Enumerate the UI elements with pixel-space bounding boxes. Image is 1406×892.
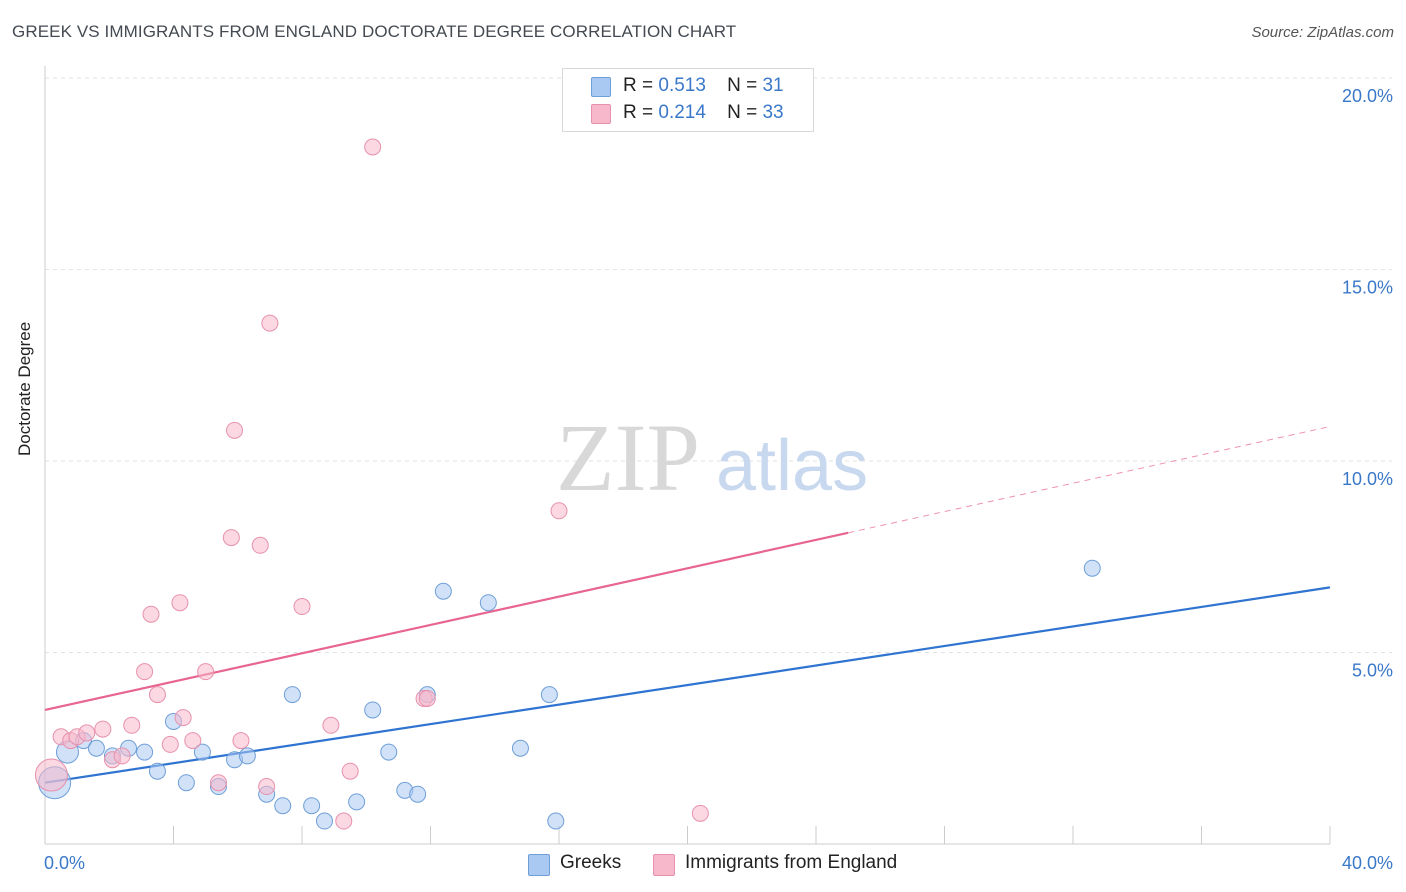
x-tick-labels: 0.0% 40.0%: [44, 853, 1393, 873]
legend-swatch-england: [591, 104, 611, 124]
data-point: [94, 720, 112, 738]
y-tick-label: 5.0%: [1352, 661, 1393, 681]
data-point: [222, 529, 240, 547]
legend-n-label: N =: [727, 75, 758, 96]
data-point: [364, 701, 382, 719]
data-point: [409, 785, 427, 803]
data-point: [209, 774, 227, 792]
data-point: [87, 739, 105, 757]
data-point: [78, 724, 96, 742]
data-point: [171, 594, 189, 612]
y-tick-label: 20.0%: [1342, 86, 1393, 106]
trend-lines: [44, 426, 1331, 784]
bottom-legend-swatch-greeks: [528, 854, 550, 876]
y-axis-title: Doctorate Degree: [15, 321, 34, 456]
bottom-legend-swatch-england: [653, 854, 675, 876]
data-point: [238, 747, 256, 765]
trend-line: [44, 586, 1331, 784]
source-label: Source: ZipAtlas.com: [1251, 24, 1394, 41]
watermark-atlas: atlas: [716, 426, 868, 506]
data-point: [142, 605, 160, 623]
x-tick-label: 0.0%: [44, 853, 85, 873]
y-tick-label: 15.0%: [1342, 278, 1393, 298]
data-point: [251, 536, 269, 554]
data-point: [691, 804, 709, 822]
data-point: [335, 812, 353, 830]
data-point: [136, 663, 154, 681]
y-tick-label: 10.0%: [1342, 469, 1393, 489]
x-tick-label: 40.0%: [1342, 853, 1393, 873]
data-point: [261, 314, 279, 332]
legend-n-value: 31: [762, 75, 784, 96]
data-point: [161, 735, 179, 753]
data-point: [34, 758, 68, 792]
data-point: [1083, 559, 1101, 577]
data-point: [148, 762, 166, 780]
data-point: [341, 762, 359, 780]
data-point: [177, 774, 195, 792]
legend-text: R = 0.513 N = 31: [623, 75, 784, 97]
data-point: [184, 732, 202, 750]
legend-r-value: 0.513: [658, 75, 706, 96]
legend-r-value: 0.214: [658, 102, 706, 123]
data-point: [547, 812, 565, 830]
data-point: [315, 812, 333, 830]
legend-swatch-greeks: [591, 77, 611, 97]
data-point: [136, 743, 154, 761]
trend-line: [44, 531, 849, 712]
bottom-legend-label: Immigrants from England: [685, 852, 898, 873]
watermark: ZIP atlas: [556, 404, 868, 511]
trend-line-extension: [848, 426, 1331, 534]
data-point: [193, 743, 211, 761]
data-point: [258, 778, 276, 796]
legend-r-label: R =: [623, 75, 654, 96]
legend-n-label: N =: [727, 102, 758, 123]
data-point: [274, 797, 292, 815]
data-point: [197, 663, 215, 681]
legend-text: R = 0.214 N = 33: [623, 102, 784, 124]
grid-lines: [45, 77, 1392, 653]
bottom-legend-label: Greeks: [560, 852, 622, 873]
data-point: [540, 686, 558, 704]
axes: [44, 66, 1331, 845]
data-point: [293, 598, 311, 616]
data-point: [303, 797, 321, 815]
data-point: [322, 716, 340, 734]
data-point: [479, 594, 497, 612]
data-point: [123, 716, 141, 734]
legend-r-label: R =: [623, 102, 654, 123]
correlation-legend: R = 0.513 N = 31 R = 0.214 N = 33: [562, 68, 814, 132]
data-point: [418, 689, 436, 707]
data-point: [511, 739, 529, 757]
data-point: [348, 793, 366, 811]
data-point: [380, 743, 398, 761]
data-points: [34, 138, 1101, 830]
data-point: [226, 421, 244, 439]
data-point: [364, 138, 382, 156]
data-point: [550, 502, 568, 520]
data-point: [283, 686, 301, 704]
data-point: [434, 582, 452, 600]
data-point: [232, 732, 250, 750]
data-point: [174, 709, 192, 727]
watermark-zip: ZIP: [556, 404, 700, 511]
data-point: [113, 747, 131, 765]
data-point: [148, 686, 166, 704]
legend-n-value: 33: [762, 102, 784, 123]
y-tick-labels: 5.0% 10.0% 15.0% 20.0%: [1342, 86, 1393, 681]
chart-title: GREEK VS IMMIGRANTS FROM ENGLAND DOCTORA…: [12, 22, 737, 41]
